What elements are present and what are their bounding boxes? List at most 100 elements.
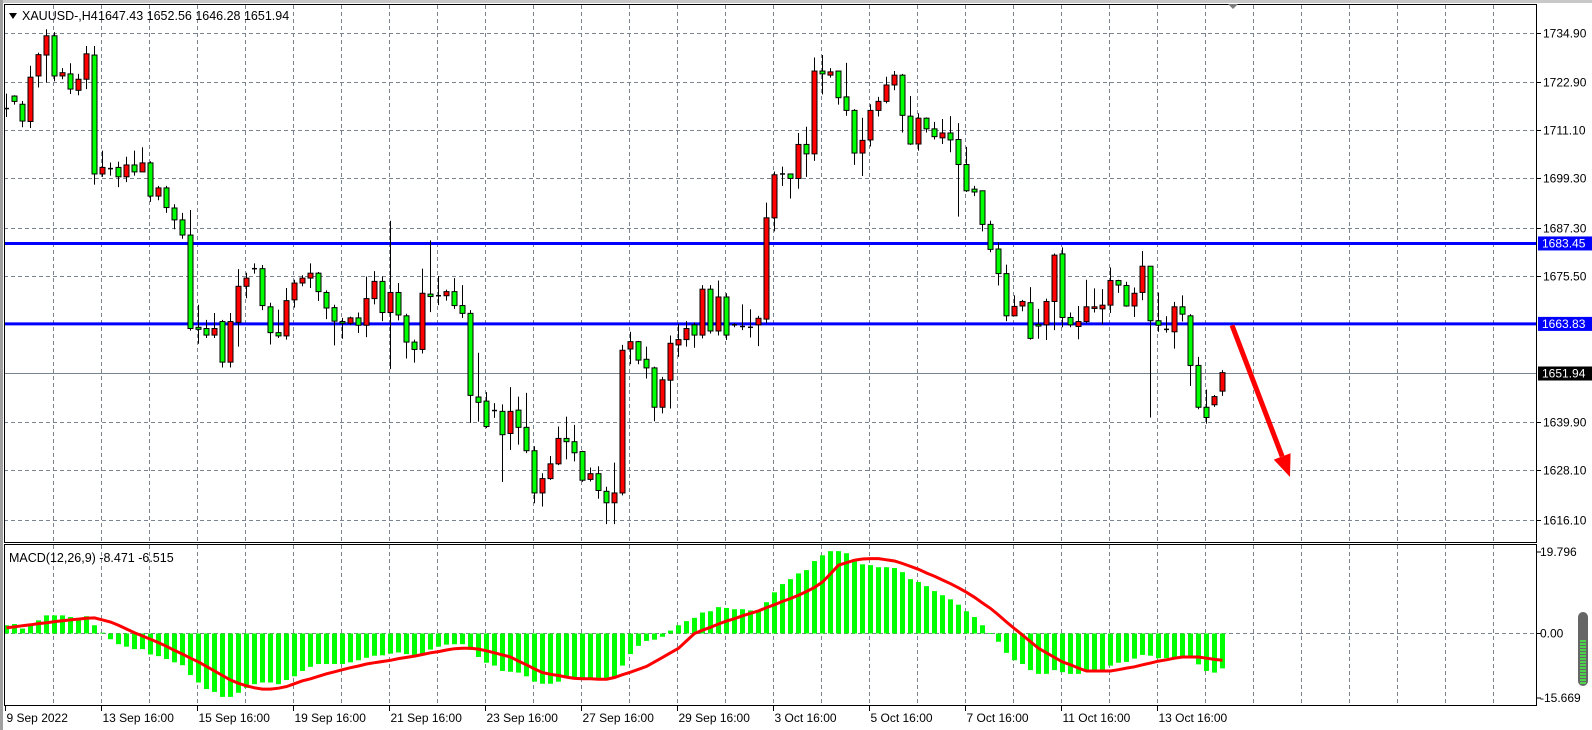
macd-bar — [924, 586, 929, 634]
arrow-shaft[interactable] — [1229, 324, 1285, 458]
candle — [827, 68, 834, 78]
candle-body — [915, 117, 922, 145]
price-tick-label: 1699.30 — [1543, 172, 1587, 186]
candle — [371, 271, 378, 305]
candle — [379, 276, 386, 322]
triangle-down-icon[interactable] — [9, 13, 17, 19]
candle — [363, 276, 370, 338]
candle-body — [83, 53, 90, 80]
candle-body — [91, 54, 98, 175]
macd-bar — [252, 633, 257, 685]
macd-bar — [716, 607, 721, 634]
candle-body — [1011, 305, 1018, 317]
macd-bar — [1020, 633, 1025, 664]
candle — [947, 116, 954, 153]
candle — [155, 185, 162, 201]
macd-bar — [612, 633, 617, 679]
macd-bar — [212, 633, 217, 692]
macd-bar — [756, 610, 761, 634]
candle-body — [131, 164, 138, 173]
candle-body — [179, 219, 186, 236]
candle-body — [323, 291, 330, 309]
macd-bar — [1148, 633, 1153, 656]
candle-body — [707, 288, 714, 332]
macd-bar — [460, 633, 465, 645]
candle-body — [1051, 254, 1058, 302]
candle-body — [787, 173, 794, 179]
candle-body — [219, 321, 226, 363]
candle-body — [851, 109, 858, 154]
axes: 9 Sep 2022 13 Sep 16:00 15 Sep 16:00 19 Sep… — [5, 27, 1592, 725]
macd-bar — [572, 633, 577, 678]
macd-bar — [588, 633, 593, 679]
candle-body — [451, 291, 458, 307]
candle — [507, 387, 514, 450]
macd-bar — [628, 633, 633, 655]
candle-body — [411, 341, 418, 350]
macd-bar — [364, 633, 369, 658]
macd-bar — [196, 633, 201, 683]
macd-bar — [1092, 633, 1097, 671]
indicator-scroll-gadget[interactable] — [1578, 612, 1588, 686]
candle-body — [355, 317, 362, 326]
candle-body — [1099, 304, 1106, 310]
macd-bar — [1084, 633, 1089, 671]
candle-body — [51, 35, 58, 77]
ohlc-readout: 1647.43 1652.56 1646.28 1651.94 — [98, 9, 289, 23]
candle — [1171, 301, 1178, 349]
candle — [179, 212, 186, 239]
candle-body — [155, 187, 162, 197]
candle-body — [1147, 265, 1154, 322]
candle — [891, 71, 898, 91]
arrow-head-icon[interactable] — [1273, 453, 1291, 477]
price-tick-label: 1722.90 — [1543, 76, 1587, 90]
down-arrow-annotation[interactable] — [1229, 324, 1291, 477]
candle-body — [523, 426, 530, 452]
candle-body — [691, 324, 698, 336]
candle — [843, 62, 850, 116]
candle — [427, 240, 434, 313]
candle — [979, 190, 986, 232]
candle — [347, 316, 354, 325]
price-tick-label: 1628.10 — [1543, 464, 1587, 478]
candle-body — [307, 272, 314, 279]
macd-bar — [844, 553, 849, 634]
candle-body — [115, 166, 122, 178]
candle — [675, 324, 682, 357]
macd-bar — [468, 633, 473, 650]
macd-tick-label: 19.796 — [1540, 545, 1577, 559]
candle-body — [1003, 273, 1010, 317]
candle — [547, 456, 554, 480]
candle — [1083, 279, 1090, 324]
macd-bar — [420, 633, 425, 654]
gadget-stripe — [1580, 646, 1586, 648]
candle — [748, 309, 753, 338]
candle — [331, 304, 338, 346]
macd-bar — [444, 633, 449, 645]
x-tick-label: 13 Oct 16:00 — [1159, 711, 1228, 725]
candle-body — [443, 291, 450, 297]
horizontal-lines[interactable] — [4, 241, 1536, 374]
macd-bar — [476, 633, 481, 657]
macd-bar — [52, 615, 57, 634]
candle — [436, 276, 441, 306]
candle-body — [203, 328, 210, 336]
candle-body — [563, 437, 570, 443]
x-tick-label: 15 Sep 16:00 — [199, 711, 271, 725]
macd-bar — [108, 633, 113, 640]
grid-lines — [4, 5, 1536, 705]
candle-body — [1211, 396, 1218, 406]
candle-body — [651, 367, 658, 408]
macd-bar — [452, 633, 457, 645]
candle — [1139, 251, 1146, 301]
candle-body — [899, 74, 906, 116]
macd-bar — [340, 633, 345, 664]
macd-bar — [84, 616, 89, 634]
candle — [243, 272, 250, 299]
window-left-edge — [0, 0, 3, 730]
candle — [1123, 281, 1130, 307]
candle — [763, 202, 770, 324]
chart-shift-marker-icon[interactable] — [1228, 4, 1238, 9]
candle-body — [467, 312, 474, 396]
